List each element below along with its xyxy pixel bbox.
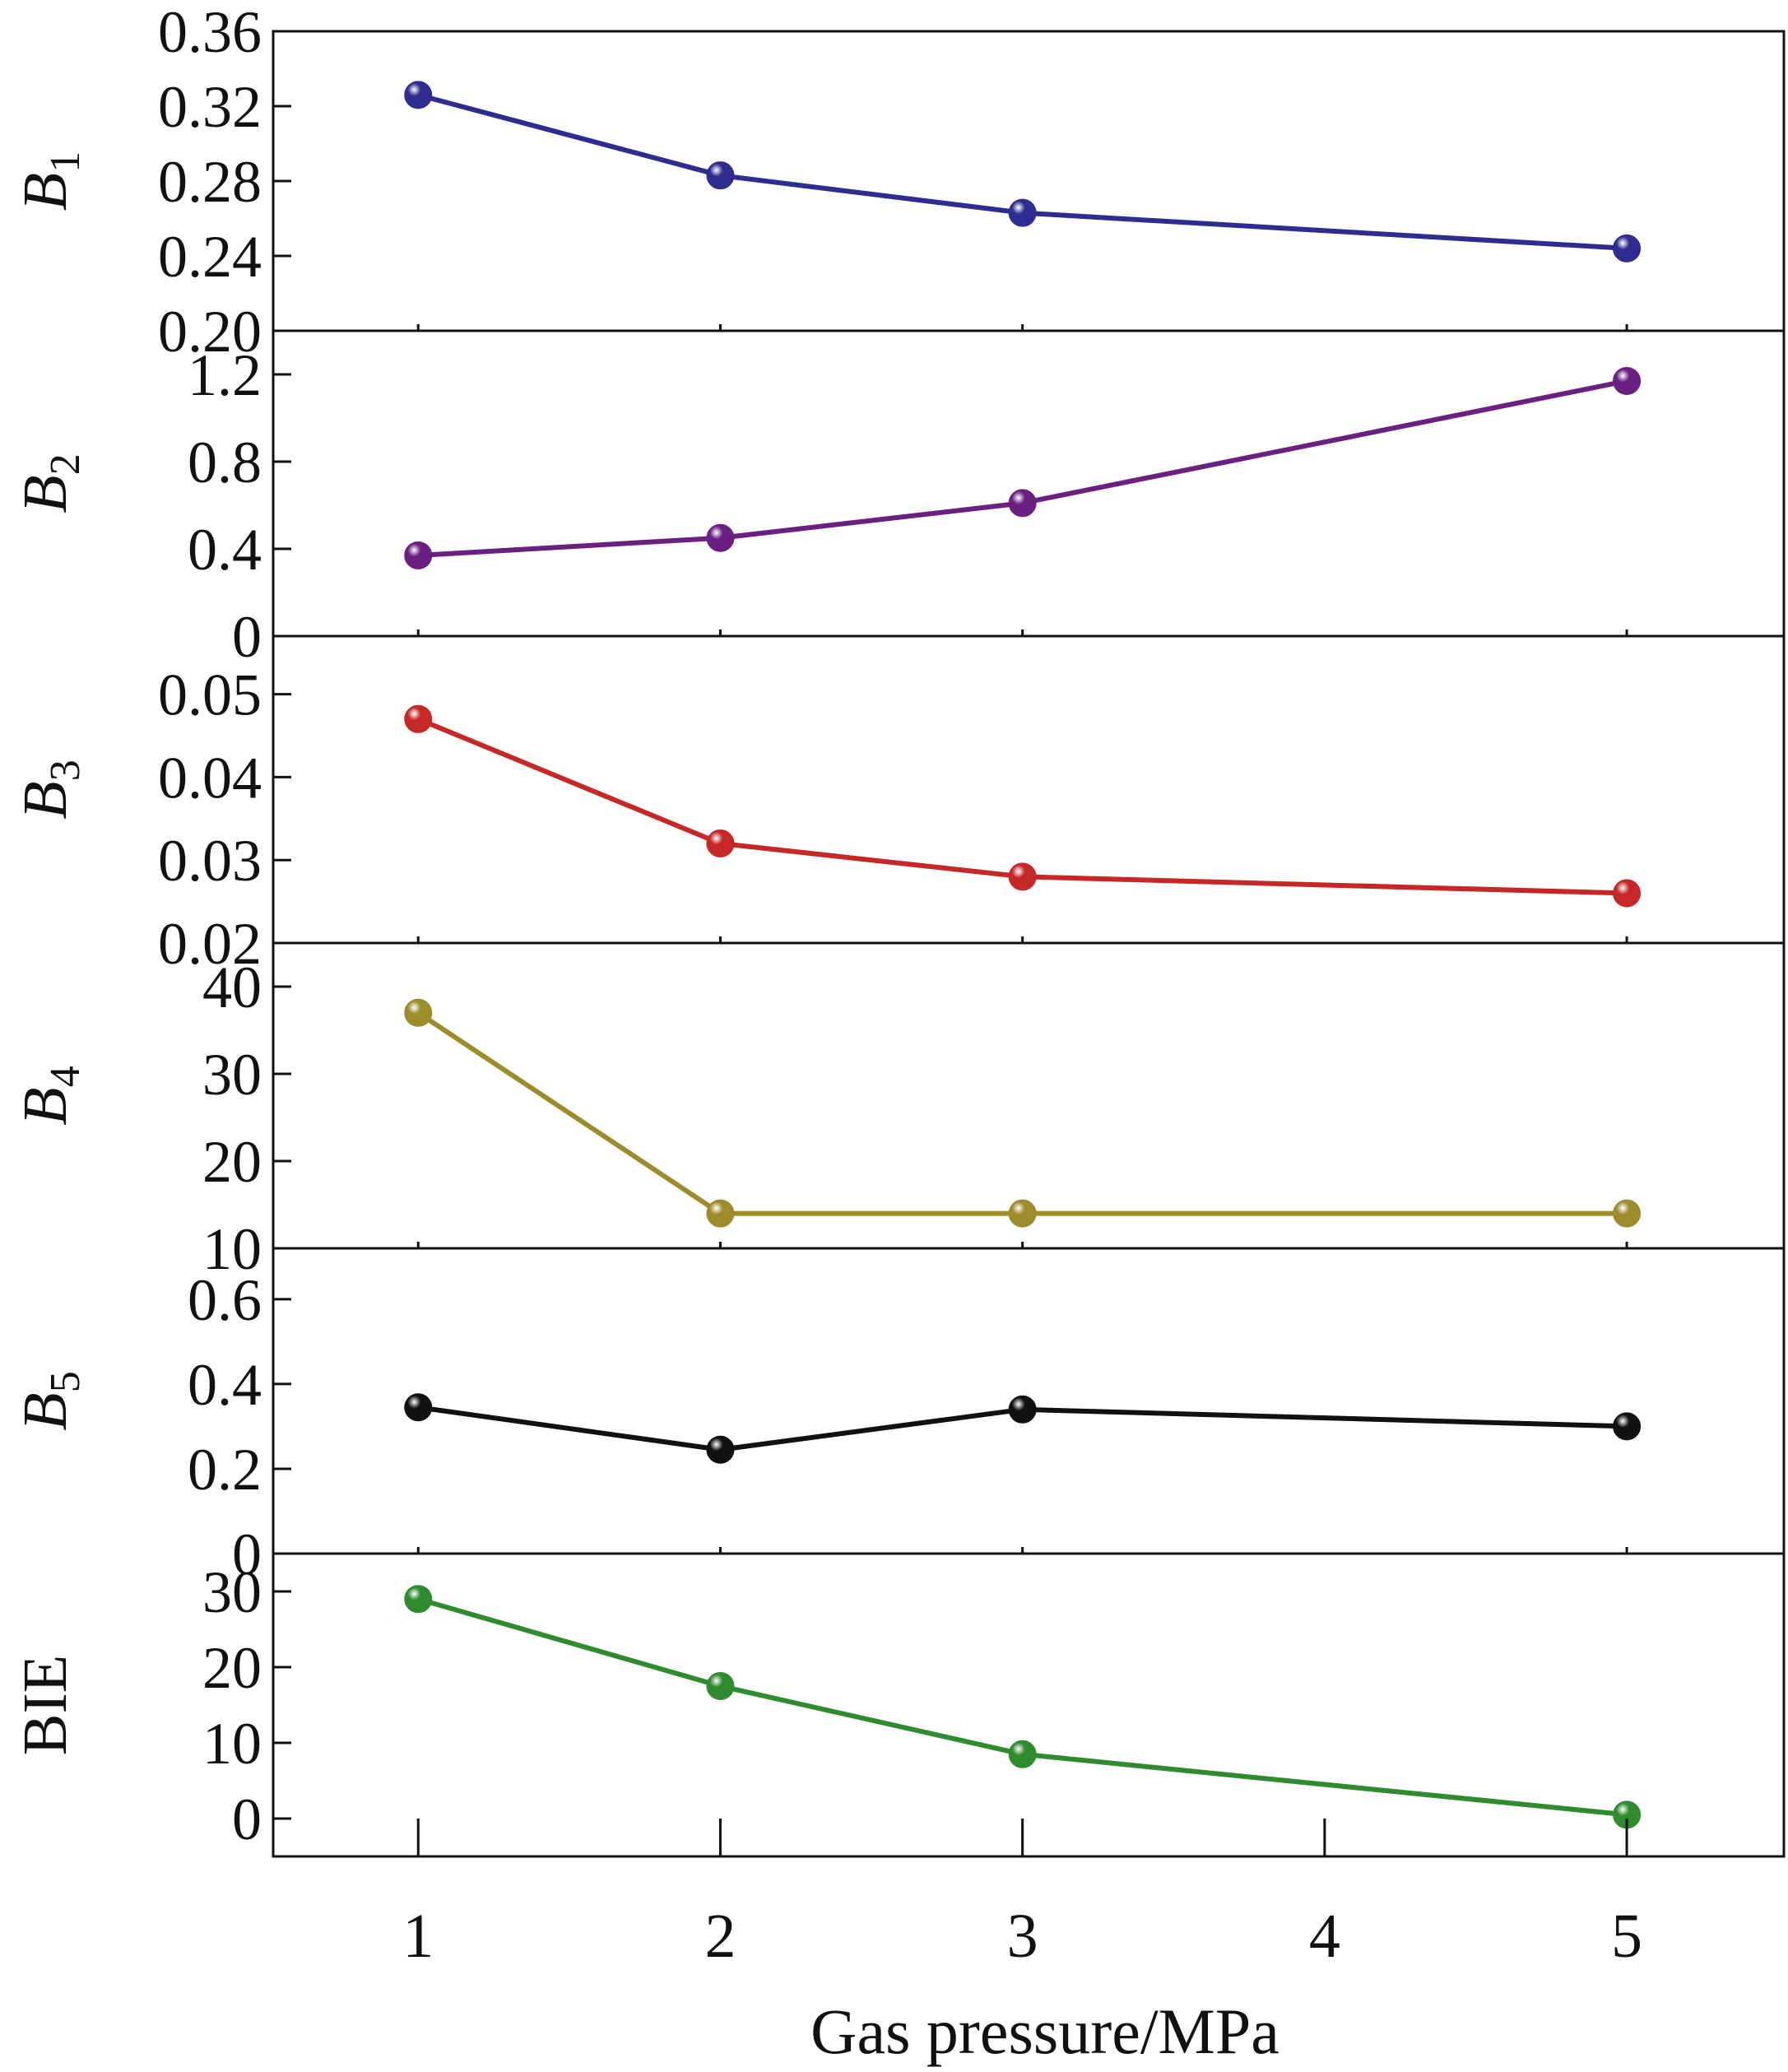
y-tick-label: 0.36 (158, 0, 262, 65)
series-line (417, 1405, 1628, 1452)
panel-6: 0 10 20 30 BIE (11, 1559, 1642, 1852)
x-tick-label: 2 (704, 1902, 736, 1971)
y-tick-label: 0.24 (158, 224, 262, 290)
data-point (706, 1435, 735, 1464)
y-tick-label: 0.20 (158, 299, 262, 365)
x-tick-label: 1 (402, 1902, 434, 1971)
y-axis-title: B5 (11, 1371, 89, 1430)
y-tick-label: 0.2 (188, 1437, 262, 1503)
data-point (1008, 1740, 1037, 1768)
chart-panels: 0.200.240.280.320.36B100.40.81.2B20.020.… (11, 0, 1784, 1852)
data-point (404, 1393, 433, 1422)
data-point (1613, 366, 1642, 395)
series-line (416, 1010, 1628, 1216)
y-tick-label: 20 (202, 1635, 262, 1701)
y-tick-label: 1.2 (188, 342, 262, 408)
series-line (417, 92, 1628, 251)
data-point (706, 1199, 735, 1228)
data-point (706, 1672, 735, 1700)
data-point (404, 541, 433, 569)
y-tick-label: 20 (202, 1129, 262, 1195)
y-axis-title: B2 (11, 453, 89, 513)
y-axis-title: B3 (11, 760, 89, 819)
data-point (404, 704, 433, 733)
data-point (404, 1585, 433, 1614)
data-point (706, 829, 735, 858)
series-line (417, 1596, 1628, 1818)
panel-5: 0 0.2 0.4 0.6 B5 (11, 1267, 1784, 1587)
y-tick-label: 0.04 (158, 745, 262, 811)
y-tick-label: 30 (202, 1042, 262, 1108)
y-tick-label: 0.6 (188, 1267, 262, 1333)
y-tick-label: 0 (232, 604, 262, 670)
y-tick-label: 0.02 (158, 911, 262, 977)
x-axis-title: Gas pressure/MPa (810, 1995, 1279, 2067)
panel-4: 10 20 30 40 B4 (11, 955, 1784, 1282)
y-tick-label: 0.05 (158, 662, 262, 728)
y-tick-label: 40 (202, 955, 262, 1020)
data-point (404, 998, 433, 1027)
panel-1: 0.20 0.24 0.28 0.32 0.36 B1 (11, 0, 1784, 365)
data-point (1613, 234, 1642, 262)
y-tick-label: 0.4 (188, 1352, 262, 1418)
plot-frame (272, 30, 1786, 1858)
data-point (706, 161, 735, 190)
data-point (1613, 1412, 1642, 1441)
panel-3: 0.02 0.03 0.04 0.05 B3 (11, 662, 1784, 977)
x-axis: 1 2 3 4 5 (402, 1819, 1642, 1971)
y-tick-label: 10 (202, 1711, 262, 1777)
data-point (1008, 1199, 1037, 1228)
panel-2: 0 0.4 0.8 1.2 B2 (11, 342, 1784, 670)
series-line (417, 717, 1628, 896)
data-point (404, 81, 433, 109)
data-point (1008, 1395, 1037, 1424)
y-axis-title: B4 (11, 1066, 89, 1125)
y-tick-label: 0.4 (188, 517, 262, 583)
data-point (1613, 879, 1642, 908)
y-axis-title: B1 (11, 151, 89, 211)
y-tick-label: 0.28 (158, 149, 262, 215)
data-point (1613, 1199, 1642, 1228)
y-tick-label: 0.32 (158, 74, 262, 140)
y-tick-label: 30 (202, 1559, 262, 1625)
y-tick-label: 0.8 (188, 430, 262, 495)
x-tick-label: 3 (1007, 1902, 1038, 1971)
data-point (1008, 862, 1037, 891)
x-tick-label: 5 (1611, 1902, 1642, 1971)
data-point (1008, 198, 1037, 227)
y-tick-label: 0.03 (158, 828, 262, 894)
x-tick-label: 4 (1309, 1902, 1340, 1971)
y-tick-label: 10 (202, 1216, 262, 1282)
series-line (418, 379, 1628, 558)
data-point (1008, 489, 1037, 518)
y-tick-label: 0 (232, 1786, 262, 1852)
y-tick-label: 0 (232, 1521, 262, 1587)
y-axis-title: BIE (11, 1655, 80, 1755)
data-point (706, 523, 735, 552)
